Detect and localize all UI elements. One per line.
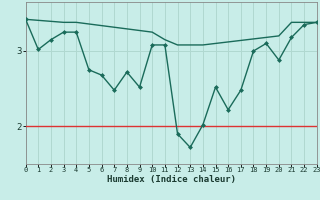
X-axis label: Humidex (Indice chaleur): Humidex (Indice chaleur) (107, 175, 236, 184)
